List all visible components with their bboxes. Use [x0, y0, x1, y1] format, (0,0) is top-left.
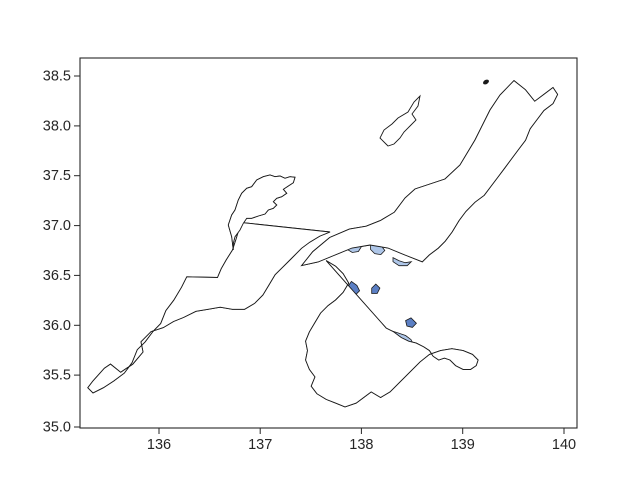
svg-text:37.5: 37.5 — [43, 168, 71, 184]
svg-text:138: 138 — [349, 437, 373, 453]
svg-text:139: 139 — [451, 437, 475, 453]
svg-text:140: 140 — [552, 437, 576, 453]
svg-text:136: 136 — [147, 437, 171, 453]
svg-text:137: 137 — [248, 437, 272, 453]
svg-text:38.0: 38.0 — [43, 118, 71, 134]
svg-text:35.5: 35.5 — [43, 368, 71, 384]
svg-text:36.0: 36.0 — [43, 318, 71, 334]
svg-text:38.5: 38.5 — [43, 69, 71, 85]
svg-text:36.5: 36.5 — [43, 268, 71, 284]
svg-text:35.0: 35.0 — [43, 420, 71, 436]
svg-text:37.0: 37.0 — [43, 218, 71, 234]
